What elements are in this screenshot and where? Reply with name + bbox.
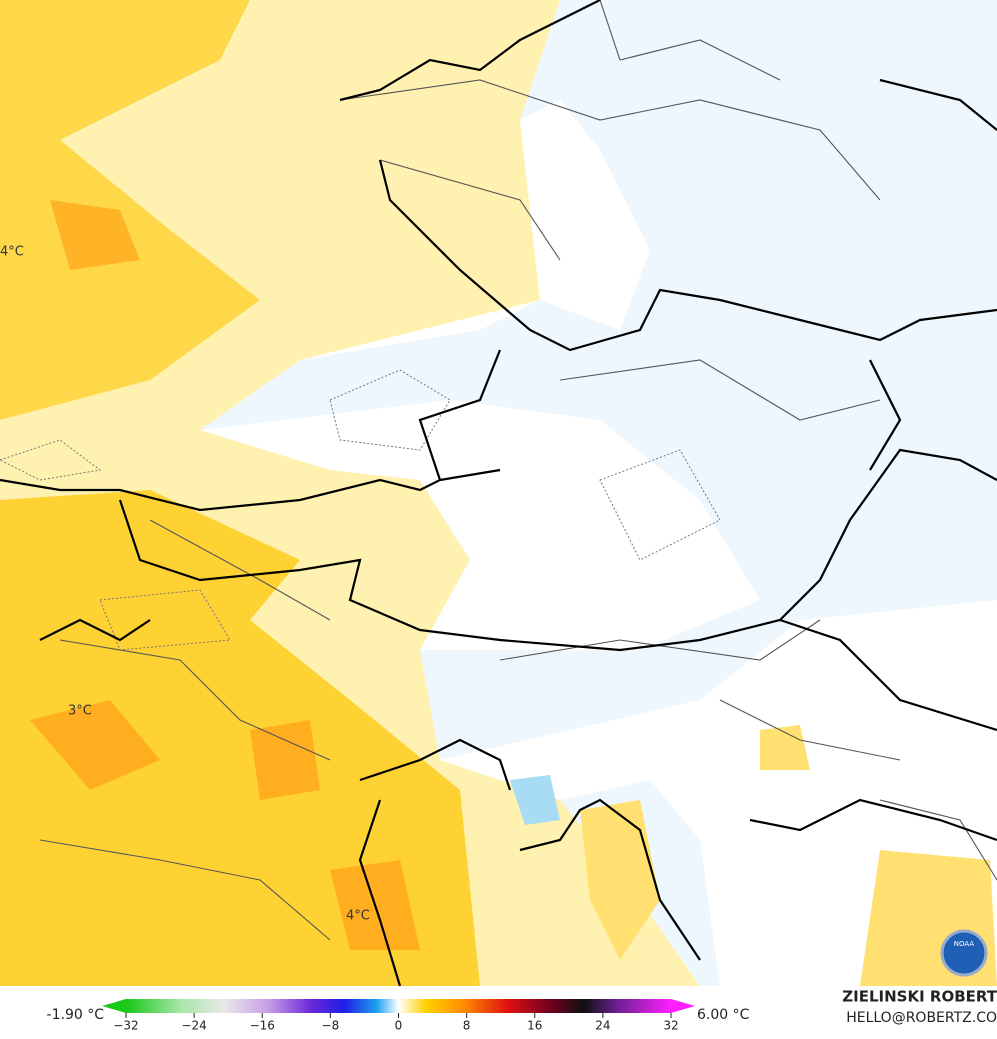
colorbar-min-label: -1.90 °C (47, 1007, 105, 1023)
colorbar-tick-label: 16 (527, 1019, 542, 1033)
contour-label: 4°C (0, 245, 24, 260)
email: HELLO@ROBERTZ.CO (846, 1010, 997, 1026)
hot-area (50, 200, 140, 270)
warm-area (0, 0, 260, 420)
hot-area (30, 700, 420, 950)
colorbar-tick-label: −24 (181, 1019, 206, 1033)
country-border (0, 0, 997, 987)
colorbar-extend-high (671, 999, 695, 1013)
contour-label: 3°C (68, 704, 92, 719)
warm-area (580, 725, 997, 986)
map: 4°C 3°C 4°C NOAA (0, 0, 997, 987)
colorbar-ticks: −32 −24 −16 −8 0 8 16 24 32 (113, 1013, 679, 1033)
colorbar-extend-low (102, 999, 126, 1013)
colorbar-tick-label: −32 (113, 1019, 138, 1033)
region-boundary (39, 0, 997, 941)
noaa-logo-text: NOAA (954, 940, 975, 948)
contour-label: 4°C (346, 909, 370, 924)
colorbar-tick-label: −16 (250, 1019, 275, 1033)
colorbar-tick-label: 8 (463, 1019, 471, 1033)
colorbar-tick-label: 0 (395, 1019, 403, 1033)
author: ZIELINSKI ROBERT (842, 988, 997, 1006)
noaa-logo (940, 929, 988, 977)
colorbar-tick-label: 24 (595, 1019, 610, 1033)
cool-area (510, 775, 560, 825)
colorbar-tick-label: −8 (322, 1019, 340, 1033)
colorbar-max-label: 6.00 °C (697, 1007, 750, 1023)
colorbar-tick-label: 32 (663, 1019, 678, 1033)
colorbar (126, 999, 671, 1013)
